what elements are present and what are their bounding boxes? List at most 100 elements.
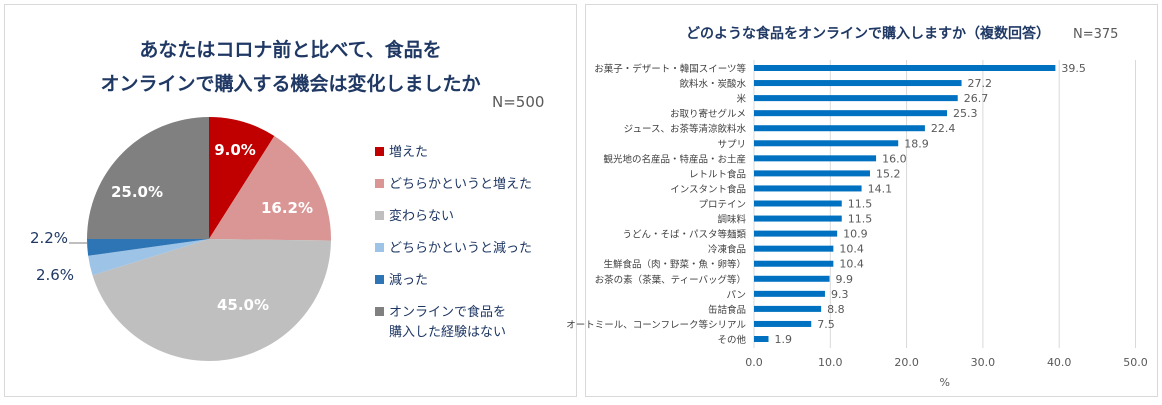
bar (754, 336, 769, 342)
bar-value-label: 27.2 (968, 77, 993, 90)
x-tick-label: 50.0 (1123, 356, 1148, 369)
legend-swatch (375, 147, 384, 156)
bar (754, 155, 877, 162)
legend-label: 変わらない (389, 209, 455, 224)
pie-slice (92, 239, 331, 361)
legend-label: どちらかというと減った (389, 241, 533, 256)
x-tick-label: 0.0 (745, 356, 763, 369)
category-label: 飲料水・炭酸水 (679, 78, 746, 90)
pie-chart-panel: あなたはコロナ前と比べて、食品を オンラインで購入する機会は変化しましたか N=… (4, 4, 577, 397)
legend-swatch (375, 211, 384, 220)
pie-data-label: 25.0% (111, 183, 163, 201)
pie-data-label: 9.0% (214, 141, 256, 159)
bar-value-label: 9.3 (831, 288, 849, 301)
bar-title: どのような食品をオンラインで購入しますか（複数回答） (686, 26, 1050, 42)
bar-value-label: 15.2 (876, 167, 901, 180)
legend-item: どちらかというと減った (375, 239, 532, 259)
pie-title-line-2: オンラインで購入する機会は変化しましたか (100, 73, 481, 95)
x-tick-label: 10.0 (818, 356, 843, 369)
bar (754, 245, 834, 252)
bar (754, 80, 962, 87)
legend-label: どちらかというと増えた (389, 177, 533, 192)
bar (754, 230, 838, 237)
category-label: ジュース、お茶等清涼飲料水 (624, 123, 747, 135)
pie-title-line-1: あなたはコロナ前と比べて、食品を (139, 39, 442, 61)
legend-item: どちらかというと増えた (375, 175, 532, 195)
category-label: お茶の素（茶葉、ティーバッグ等） (595, 274, 746, 286)
category-label: 観光地の名産品・特産品・お土産 (603, 153, 746, 165)
pie-data-label: 45.0% (217, 296, 269, 314)
bar-value-label: 26.7 (964, 92, 989, 105)
bar (754, 125, 925, 132)
category-label: その他 (717, 334, 746, 346)
bar-value-label: 14.1 (868, 182, 893, 195)
category-label: インスタント食品 (670, 183, 746, 195)
pie-data-label: 2.2% (30, 229, 68, 247)
bar-sample-size: N=375 (1073, 27, 1119, 42)
bar-value-label: 16.0 (882, 152, 907, 165)
bar-value-label: 1.9 (774, 333, 792, 346)
category-label: オートミール、コーンフレーク等シリアル (566, 319, 746, 331)
legend-label: オンラインで食品を 購入した経験はない (389, 305, 507, 340)
legend-label: 増えた (389, 145, 429, 160)
legend-item: 減った (375, 271, 428, 291)
legend-item: 増えた (375, 143, 428, 163)
pie-slice (88, 239, 209, 276)
bar-value-label: 22.4 (931, 122, 956, 135)
category-label: 調味料 (717, 214, 746, 226)
legend-item: 変わらない (375, 207, 454, 227)
bar (754, 290, 825, 297)
pie-chart: 9.0% 16.2% 45.0% 2.6% 2.2% 25.0% (30, 117, 331, 361)
x-tick-label: 20.0 (894, 356, 919, 369)
category-label: 缶詰食品 (708, 304, 746, 316)
bar (754, 260, 834, 267)
category-label: レトルト食品 (689, 168, 746, 180)
legend-item: オンラインで食品を 購入した経験はない (375, 303, 506, 343)
bar-value-label: 8.8 (827, 303, 845, 316)
bar (754, 170, 870, 177)
category-label: お菓子・デザート・韓国スイーツ等 (594, 63, 746, 75)
bar-value-label: 10.9 (843, 228, 868, 241)
legend-swatch (375, 179, 384, 188)
bar (754, 200, 842, 207)
bar-value-label: 11.5 (848, 213, 873, 226)
bar (754, 110, 948, 117)
bar (754, 140, 899, 147)
bar (754, 305, 822, 312)
legend-swatch (375, 275, 384, 284)
pie-slice (209, 117, 275, 239)
bar-value-label: 7.5 (817, 318, 835, 331)
category-label: 米 (736, 93, 746, 105)
legend-swatch (375, 307, 384, 316)
bar (754, 65, 1056, 71)
bar-value-label: 18.9 (904, 137, 929, 150)
pie-slice (209, 135, 331, 241)
category-label: お取り寄せグルメ (670, 108, 746, 120)
x-tick-label: 30.0 (971, 356, 996, 369)
bar-chart-panel: どのような食品をオンラインで購入しますか（複数回答） N=375 0.0 10.0… (566, 4, 1158, 397)
bar (754, 275, 830, 282)
category-label: 冷凍食品 (708, 244, 746, 256)
bar-value-label: 10.4 (839, 258, 864, 271)
bar-value-label: 11.5 (848, 198, 873, 211)
bar-value-label: 39.5 (1061, 62, 1086, 75)
bar-value-label: 25.3 (953, 107, 978, 120)
pie-data-label: 16.2% (261, 199, 313, 217)
legend-label: 減った (389, 273, 429, 288)
category-label: サプリ (717, 139, 746, 150)
bar (754, 185, 862, 192)
bar-value-label: 9.9 (836, 273, 854, 286)
pie-slice (87, 117, 209, 239)
x-axis-label: % (940, 376, 950, 389)
category-label: パン (727, 290, 746, 301)
pie-slice (87, 239, 209, 256)
bar (754, 215, 842, 222)
bar (754, 320, 812, 327)
bar (754, 95, 958, 102)
pie-sample-size: N=500 (492, 93, 545, 111)
x-tick-label: 40.0 (1047, 356, 1072, 369)
category-label: プロテイン (698, 200, 746, 211)
legend-swatch (375, 243, 384, 252)
bar-value-label: 10.4 (839, 243, 864, 256)
category-label: うどん・そば・パスタ等麺類 (622, 229, 746, 241)
